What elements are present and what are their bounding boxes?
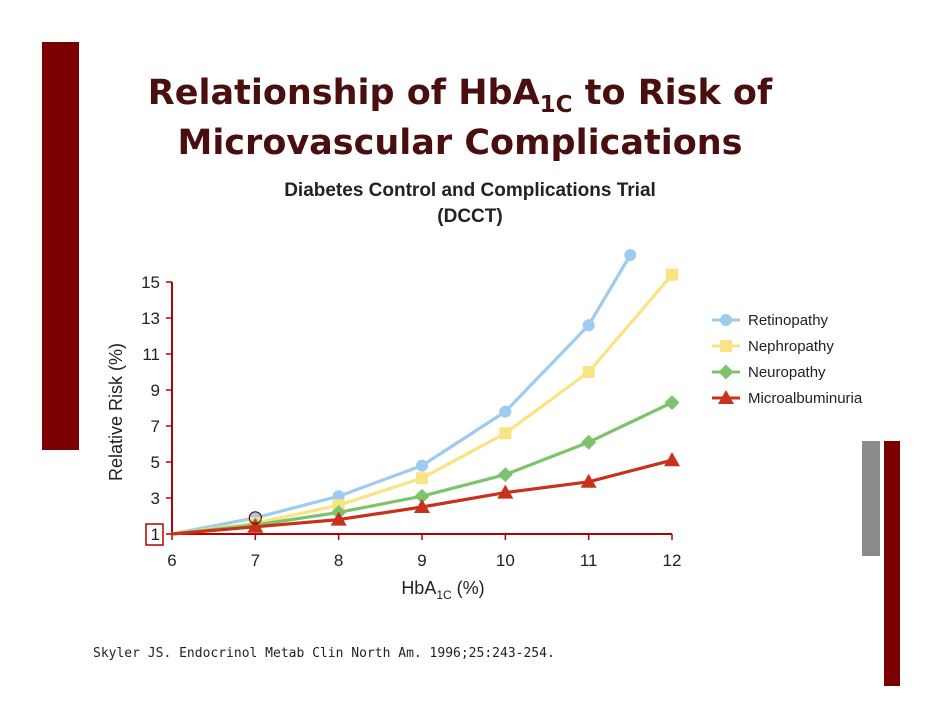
legend-item-nephropathy: Nephropathy [712, 338, 834, 355]
data-point [497, 484, 514, 499]
chart-subtitle: Diabetes Control and Complications Trial… [230, 178, 710, 230]
data-point [247, 518, 264, 533]
slide-title: Relationship of HbA1C to Risk of Microva… [80, 68, 840, 168]
x-tick-label: 8 [334, 551, 343, 570]
subtitle-line-1: Diabetes Control and Complications Trial [284, 180, 656, 201]
data-point [582, 319, 595, 332]
left-accent-bar [42, 42, 79, 450]
title-text-end: to Risk of [572, 73, 773, 113]
series-line [171, 254, 632, 536]
chart-series [171, 249, 680, 536]
legend-label: Retinopathy [748, 312, 829, 329]
y-tick-label: 15 [141, 273, 160, 292]
x-tick-label: 9 [417, 551, 426, 570]
legend-label: Nephropathy [748, 338, 834, 355]
data-point [664, 395, 680, 411]
legend-label: Microalbuminuria [748, 390, 863, 407]
subtitle-line-2: (DCCT) [437, 206, 503, 227]
data-point [416, 472, 428, 485]
data-point [499, 427, 512, 440]
y-tick-label: 1 [151, 525, 160, 544]
y-origin-label-box [145, 523, 164, 546]
right-red-accent-bar [884, 441, 900, 686]
data-point [414, 488, 430, 504]
data-point [666, 268, 678, 281]
x-tick-label: 10 [496, 551, 515, 570]
series-retinopathy [171, 249, 637, 536]
y-axis-title: Relative Risk (%) [106, 343, 126, 481]
right-gray-accent-bar [862, 441, 880, 556]
data-point [581, 434, 597, 450]
data-point [414, 499, 430, 513]
data-point [499, 405, 512, 418]
data-point [582, 366, 595, 378]
data-point [664, 452, 680, 467]
y-tick-label: 5 [151, 453, 160, 472]
data-point [720, 314, 732, 326]
legend-item-neuropathy: Neuropathy [712, 364, 826, 381]
x-tick-label: 12 [663, 551, 682, 570]
y-tick-label: 7 [151, 417, 160, 436]
legend-item-retinopathy: Retinopathy [712, 312, 829, 329]
citation: Skyler JS. Endocrinol Metab Clin North A… [93, 646, 555, 661]
title-line-2: Microvascular Complications [177, 123, 743, 163]
y-tick-label: 9 [151, 381, 160, 400]
x-tick-label: 7 [251, 551, 260, 570]
chart-legend: Retinopathy Nephropathy Neuropathy Microalb… [712, 312, 863, 407]
data-point [718, 390, 734, 404]
highlight-ring [248, 511, 262, 525]
data-point [720, 340, 732, 352]
y-tick-label: 13 [141, 309, 160, 328]
x-axis-title: HbA1C (%) [401, 578, 484, 602]
data-point [330, 511, 347, 526]
x-tick-label: 11 [580, 551, 598, 570]
y-tick-label: 11 [142, 345, 160, 364]
data-point [624, 249, 637, 261]
data-point [497, 467, 513, 483]
data-point [580, 473, 597, 488]
y-tick-label: 3 [151, 489, 160, 508]
legend-item-microalbuminuria: Microalbuminuria [712, 390, 863, 407]
title-subscript: 1C [539, 92, 573, 118]
data-point [416, 459, 428, 472]
series-microalbuminuria [171, 452, 680, 536]
legend-label: Neuropathy [748, 364, 826, 381]
title-text: Relationship of HbA [147, 73, 540, 113]
data-point [718, 364, 734, 380]
x-tick-label: 6 [167, 551, 176, 570]
